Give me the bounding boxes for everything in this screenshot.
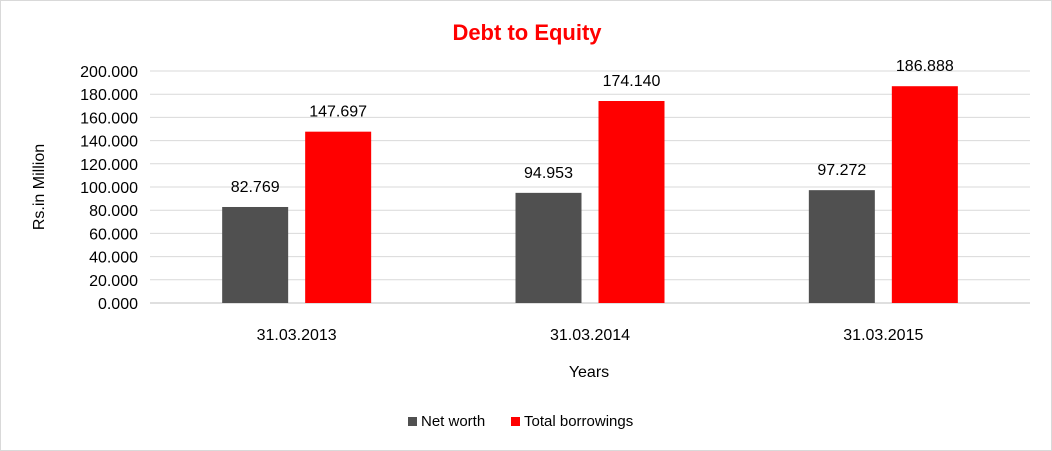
gridlines (150, 70, 1030, 304)
y-tick-label: 100.000 (80, 180, 138, 197)
bar-total-borrowings (891, 86, 958, 303)
bar-net-worth (808, 190, 875, 303)
data-label: 94.953 (524, 165, 573, 182)
data-label: 174.140 (603, 73, 661, 90)
y-axis-title: Rs.in Million (31, 144, 48, 230)
legend: Net worth Total borrowings (408, 413, 633, 430)
bar-total-borrowings (598, 100, 665, 304)
x-axis-categories: 31.03.2013 31.03.2014 31.03.2015 (257, 327, 924, 344)
chart-title: Debt to Equity (452, 20, 602, 45)
x-category-label: 31.03.2015 (843, 327, 923, 344)
x-category-label: 31.03.2014 (550, 327, 630, 344)
y-tick-label: 40.000 (89, 250, 138, 267)
y-tick-label: 180.000 (80, 87, 138, 104)
y-tick-label: 60.000 (89, 226, 138, 243)
y-tick-label: 80.000 (89, 203, 138, 220)
bar-net-worth (515, 192, 582, 303)
legend-label: Net worth (421, 413, 485, 430)
bar-net-worth (222, 206, 289, 303)
data-label: 97.272 (817, 162, 866, 179)
y-tick-label: 0.000 (98, 296, 138, 313)
legend-swatch (408, 417, 417, 426)
y-tick-label: 20.000 (89, 273, 138, 290)
legend-label: Total borrowings (524, 413, 633, 430)
data-label: 82.769 (231, 179, 280, 196)
data-labels: 82.769 147.697 94.953 174.140 97.272 186.888 (231, 58, 954, 196)
legend-swatch (511, 417, 520, 426)
x-axis-title: Years (569, 364, 609, 381)
data-label: 186.888 (896, 58, 954, 75)
y-tick-label: 140.000 (80, 134, 138, 151)
bars (222, 86, 958, 304)
y-tick-label: 160.000 (80, 110, 138, 127)
x-category-label: 31.03.2013 (257, 327, 337, 344)
y-axis-ticks: 0.000 20.000 40.000 60.000 80.000 100.000 120.… (80, 64, 138, 313)
data-label: 147.697 (309, 104, 367, 121)
bar-total-borrowings (305, 131, 372, 303)
y-tick-label: 120.000 (80, 157, 138, 174)
y-tick-label: 200.000 (80, 64, 138, 81)
